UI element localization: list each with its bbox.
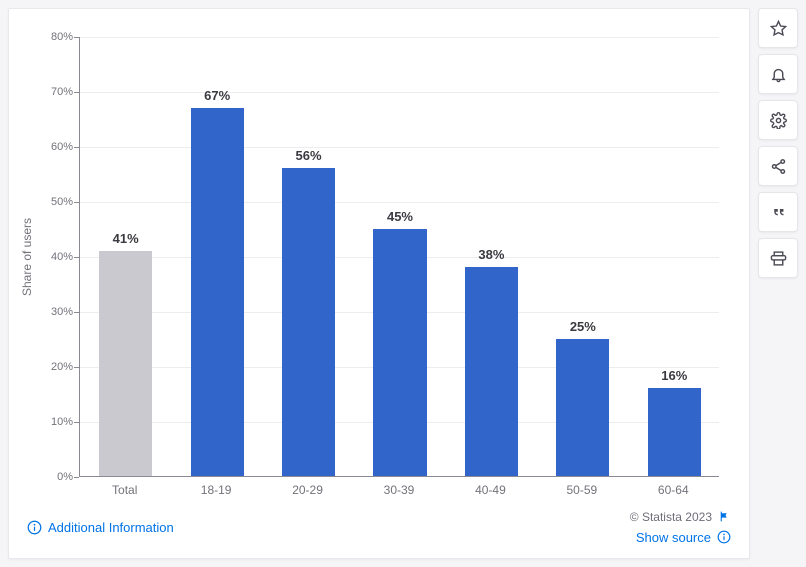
show-source-label: Show source — [636, 530, 711, 545]
settings-button[interactable] — [758, 100, 798, 140]
share-button[interactable] — [758, 146, 798, 186]
y-axis-label: Share of users — [20, 218, 34, 296]
additional-information-label: Additional Information — [48, 520, 174, 535]
x-tick: 50-59 — [566, 483, 597, 497]
side-toolbar — [758, 8, 798, 278]
info-icon — [717, 530, 731, 544]
info-icon — [27, 520, 42, 535]
chart-footer: Additional Information © Statista 2023 S… — [9, 502, 749, 558]
x-tick: Total — [112, 483, 137, 497]
additional-information-link[interactable]: Additional Information — [27, 520, 174, 535]
x-tick: 18-19 — [201, 483, 232, 497]
x-tick: 20-29 — [292, 483, 323, 497]
y-tick: 10% — [43, 416, 73, 428]
share-icon — [770, 158, 787, 175]
favorite-button[interactable] — [758, 8, 798, 48]
cite-button[interactable] — [758, 192, 798, 232]
bell-icon — [770, 66, 787, 83]
print-icon — [770, 250, 787, 267]
y-tick: 60% — [43, 141, 73, 153]
copyright-text: © Statista 2023 — [630, 510, 712, 524]
quote-icon — [770, 204, 787, 221]
y-tick: 20% — [43, 361, 73, 373]
y-tick: 0% — [43, 471, 73, 483]
y-tick: 40% — [43, 251, 73, 263]
y-tick: 80% — [43, 31, 73, 43]
x-tick: 30-39 — [384, 483, 415, 497]
show-source-link[interactable]: Show source — [636, 530, 731, 545]
y-ticks-container: 0%10%20%30%40%50%60%70%80% — [79, 37, 719, 477]
x-tick: 40-49 — [475, 483, 506, 497]
alert-button[interactable] — [758, 54, 798, 94]
y-tick: 30% — [43, 306, 73, 318]
gear-icon — [770, 112, 787, 129]
x-tick: 60-64 — [658, 483, 689, 497]
print-button[interactable] — [758, 238, 798, 278]
flag-icon[interactable] — [718, 510, 731, 523]
chart-card: Share of users 41%67%56%45%38%25%16% Tot… — [8, 8, 750, 559]
copyright: © Statista 2023 — [630, 510, 731, 524]
star-icon — [770, 20, 787, 37]
y-tick: 50% — [43, 196, 73, 208]
y-tick: 70% — [43, 86, 73, 98]
footer-right: © Statista 2023 Show source — [630, 510, 731, 545]
